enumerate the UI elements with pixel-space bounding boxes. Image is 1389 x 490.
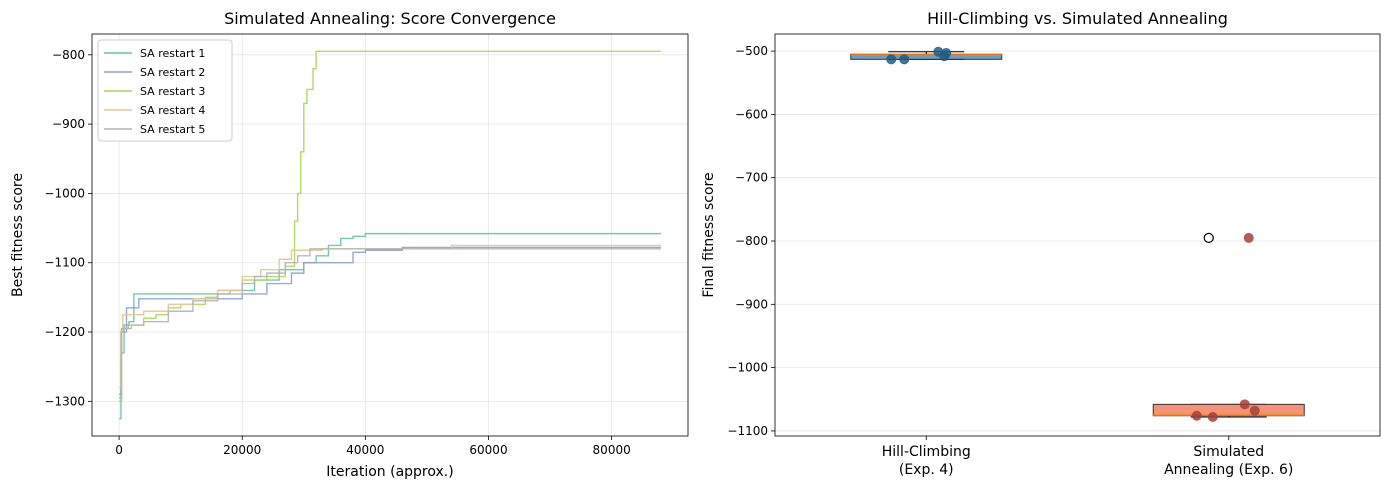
data-point xyxy=(886,54,897,65)
y-tick-label: −800 xyxy=(735,234,768,248)
data-point xyxy=(1207,412,1218,423)
series-line-sa-restart-5 xyxy=(119,248,661,399)
y-tick-label: −1300 xyxy=(44,394,85,408)
series-line-sa-restart-4 xyxy=(119,244,661,389)
plot-frame xyxy=(91,33,689,437)
y-tick-label: −1100 xyxy=(44,256,85,270)
boxplot-chart: Hill-Climbing vs. Simulated Annealing −11… xyxy=(701,9,1381,478)
x-tick-label: (Exp. 4) xyxy=(899,462,954,478)
y-tick-label: −500 xyxy=(735,44,768,58)
legend-label: SA restart 5 xyxy=(140,123,205,136)
series-line-sa-restart-1 xyxy=(119,232,661,420)
y-tick-label: −1200 xyxy=(44,325,85,339)
data-point xyxy=(1249,405,1260,416)
plot-frame xyxy=(774,33,1381,437)
y-tick-label: −900 xyxy=(735,297,768,311)
data-point xyxy=(933,46,944,57)
legend-label: SA restart 2 xyxy=(140,66,205,79)
x-tick-label: Hill-Climbing xyxy=(882,444,971,460)
y-tick-label: −1000 xyxy=(727,361,768,375)
convergence-chart: Simulated Annealing: Score Convergence 0 2… xyxy=(10,9,689,480)
x-tick-label: Annealing (Exp. 6) xyxy=(1164,462,1293,478)
x-tick-label: Simulated xyxy=(1193,444,1264,460)
y-tick-label: −900 xyxy=(52,117,85,131)
x-tick-label: 20000 xyxy=(223,443,261,457)
legend-label: SA restart 4 xyxy=(140,104,205,117)
data-point xyxy=(899,54,910,65)
box-simulated-annealing xyxy=(1152,232,1305,423)
series-line-sa-restart-3 xyxy=(119,50,661,403)
data-point xyxy=(1239,399,1250,410)
y-tick-label: −1000 xyxy=(44,186,85,200)
x-tick-label: 0 xyxy=(115,443,123,457)
y-axis-label: Final fitness score xyxy=(701,172,717,297)
outlier-marker xyxy=(1203,232,1214,243)
legend-label: SA restart 3 xyxy=(140,85,205,98)
series-line-sa-restart-2 xyxy=(119,246,661,396)
data-point xyxy=(941,47,952,58)
x-axis-label: Iteration (approx.) xyxy=(326,464,453,480)
y-tick-label: −700 xyxy=(735,171,768,185)
y-tick-label: −600 xyxy=(735,107,768,121)
x-tick-label: 80000 xyxy=(593,443,631,457)
y-tick-label: −1100 xyxy=(727,424,768,438)
legend-box xyxy=(97,39,233,142)
x-tick-label: 60000 xyxy=(469,443,507,457)
box-hill-climbing xyxy=(850,46,1003,65)
y-tick-label: −800 xyxy=(52,48,85,62)
data-point xyxy=(1243,232,1254,243)
legend: SA restart 1 SA restart 2 SA restart 3 SA r… xyxy=(97,39,233,142)
chart-title: Simulated Annealing: Score Convergence xyxy=(224,9,556,28)
data-point xyxy=(1191,410,1202,421)
y-axis-label: Best fitness score xyxy=(10,173,26,297)
legend-label: SA restart 1 xyxy=(140,47,205,60)
box-iqr xyxy=(1152,403,1305,417)
chart-title: Hill-Climbing vs. Simulated Annealing xyxy=(927,9,1228,28)
x-tick-label: 40000 xyxy=(346,443,384,457)
